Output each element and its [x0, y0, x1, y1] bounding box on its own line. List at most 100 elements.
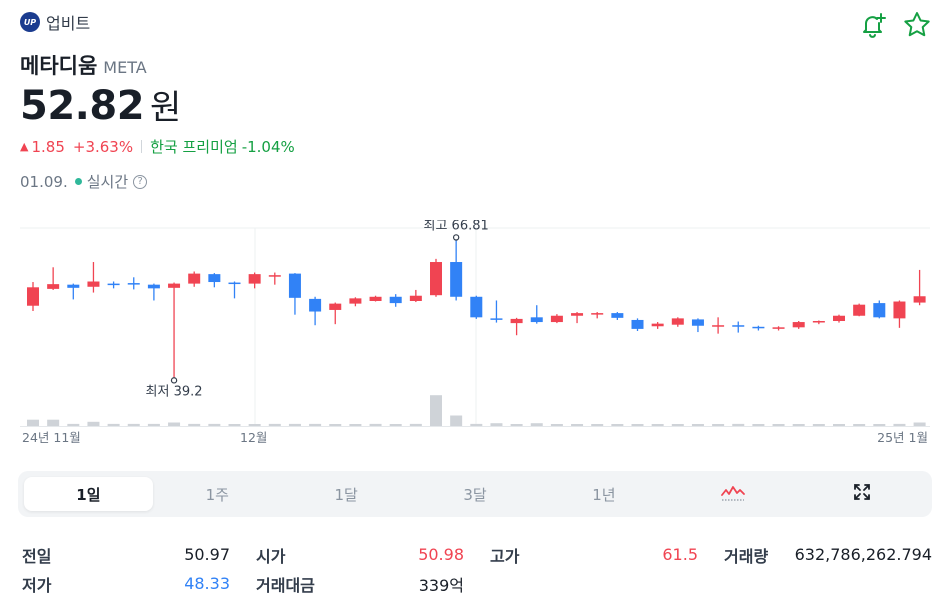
- volume-bar: [47, 419, 60, 426]
- add-alert-bell-icon[interactable]: [858, 10, 888, 40]
- candle-body: [571, 313, 584, 316]
- volume-bar: [651, 424, 664, 426]
- chart-type-button[interactable]: [668, 477, 797, 511]
- volume-bar: [127, 423, 140, 426]
- candle-body: [490, 318, 503, 320]
- candle-body: [107, 283, 120, 286]
- prev-close-value: 50.97: [184, 545, 230, 564]
- period-tab-1year[interactable]: 1년: [592, 485, 616, 504]
- price-chart[interactable]: 최고 66.81 최저 39.2 24년 11월 12월 25년 1월: [0, 220, 946, 452]
- volume-bar: [853, 424, 866, 426]
- korea-premium-label: 한국 프리미엄: [150, 138, 238, 156]
- exchange-header: UP 업비트: [20, 10, 90, 34]
- candle-body: [792, 322, 805, 328]
- candle-body: [450, 262, 463, 297]
- volume-bar: [450, 415, 463, 426]
- candle-body: [127, 283, 140, 285]
- candle-body: [268, 275, 281, 277]
- current-price: 52.82 원: [20, 80, 181, 129]
- candle-body: [87, 281, 100, 287]
- volume-bar: [752, 424, 765, 426]
- candle-body: [752, 326, 765, 329]
- candle-body: [470, 296, 483, 318]
- volume-bar: [349, 424, 362, 426]
- period-tab-1day[interactable]: 1일: [24, 477, 153, 511]
- high-annotation: 최고 66.81: [424, 220, 489, 233]
- market-stats: 전일 50.97 시가 50.98 고가 61.5 거래량 632,786,26…: [22, 540, 932, 598]
- price-change-row: ▲ 1.85 +3.63% 한국 프리미엄 -1.04%: [20, 136, 295, 157]
- volume-bar: [27, 419, 39, 426]
- realtime-label: 실시간: [86, 173, 129, 191]
- candle-body: [772, 327, 785, 329]
- x-tick-label: 25년 1월: [877, 430, 928, 445]
- up-triangle-icon: ▲: [20, 140, 29, 153]
- line-chart-icon: [720, 481, 746, 507]
- x-tick-label: 24년 11월: [22, 430, 81, 445]
- live-dot-icon: [74, 178, 82, 185]
- volume-bar: [510, 424, 523, 426]
- volume-bar: [87, 421, 100, 426]
- price-value: 52.82: [20, 83, 145, 129]
- change-amount: 1.85: [31, 137, 65, 156]
- candle-body: [147, 284, 160, 289]
- candle-body: [732, 325, 745, 327]
- exchange-name[interactable]: 업비트: [46, 14, 91, 33]
- candle-body: [409, 295, 422, 301]
- volume-bar: [772, 424, 785, 426]
- candle-body: [893, 301, 906, 319]
- period-selector: 1일 1주 1달 3달 1년: [18, 471, 932, 517]
- volume-bar: [893, 423, 906, 426]
- volume-bar: [550, 424, 563, 426]
- candle-body: [873, 303, 886, 318]
- stat-prev-close: 전일 50.97: [22, 545, 230, 566]
- low-marker: [170, 377, 178, 384]
- favorite-star-icon[interactable]: [902, 10, 932, 40]
- fullscreen-button[interactable]: [797, 477, 926, 511]
- candle-body: [369, 296, 382, 301]
- stat-volume: 거래량 632,786,262.794: [724, 545, 932, 566]
- volume-bar: [409, 423, 422, 426]
- candle-body: [833, 315, 845, 322]
- volume-bar: [188, 423, 201, 426]
- coin-symbol: META: [103, 58, 147, 77]
- korea-premium-value: -1.04%: [241, 137, 295, 156]
- volume-bar: [67, 423, 80, 426]
- candle-body: [430, 262, 442, 296]
- trade-value: 339억: [418, 575, 464, 595]
- volume-bar: [168, 422, 181, 426]
- volume-bar: [873, 424, 886, 426]
- volume-bar: [611, 424, 624, 426]
- open-value: 50.98: [418, 545, 464, 564]
- volume-bar: [147, 423, 160, 426]
- coin-title: 메타디움 META: [20, 50, 147, 80]
- volume-bar: [671, 424, 684, 426]
- volume-bar: [430, 395, 442, 426]
- change-percent: +3.63%: [72, 137, 134, 156]
- candlestick-chart[interactable]: 최고 66.81 최저 39.2 24년 11월 12월 25년 1월: [0, 220, 946, 452]
- volume-bar: [530, 423, 543, 426]
- volume-bar: [470, 423, 483, 426]
- volume-bar: [329, 424, 342, 426]
- candle-body: [248, 274, 261, 284]
- period-tab-1month[interactable]: 1달: [334, 485, 358, 504]
- volume-bar: [288, 423, 301, 426]
- candle-body: [510, 318, 523, 324]
- candle-body: [228, 282, 241, 285]
- candle-body: [349, 298, 362, 304]
- volume-value: 632,786,262.794: [794, 545, 932, 564]
- candle-body: [329, 303, 342, 310]
- volume-bar: [571, 424, 584, 426]
- volume-bar: [107, 423, 120, 426]
- period-tab-1week[interactable]: 1주: [205, 485, 229, 504]
- candle-body: [550, 315, 563, 323]
- candle-body: [208, 274, 221, 283]
- price-unit: 원: [150, 88, 182, 128]
- help-icon[interactable]: ?: [133, 174, 148, 189]
- volume-bar: [732, 423, 745, 426]
- candle-body: [389, 296, 402, 304]
- volume-bar: [228, 424, 241, 426]
- volume-bar: [812, 424, 825, 426]
- low-annotation: 최저 39.2: [146, 384, 203, 399]
- period-tab-3month[interactable]: 3달: [463, 485, 487, 504]
- volume-bar: [208, 423, 221, 426]
